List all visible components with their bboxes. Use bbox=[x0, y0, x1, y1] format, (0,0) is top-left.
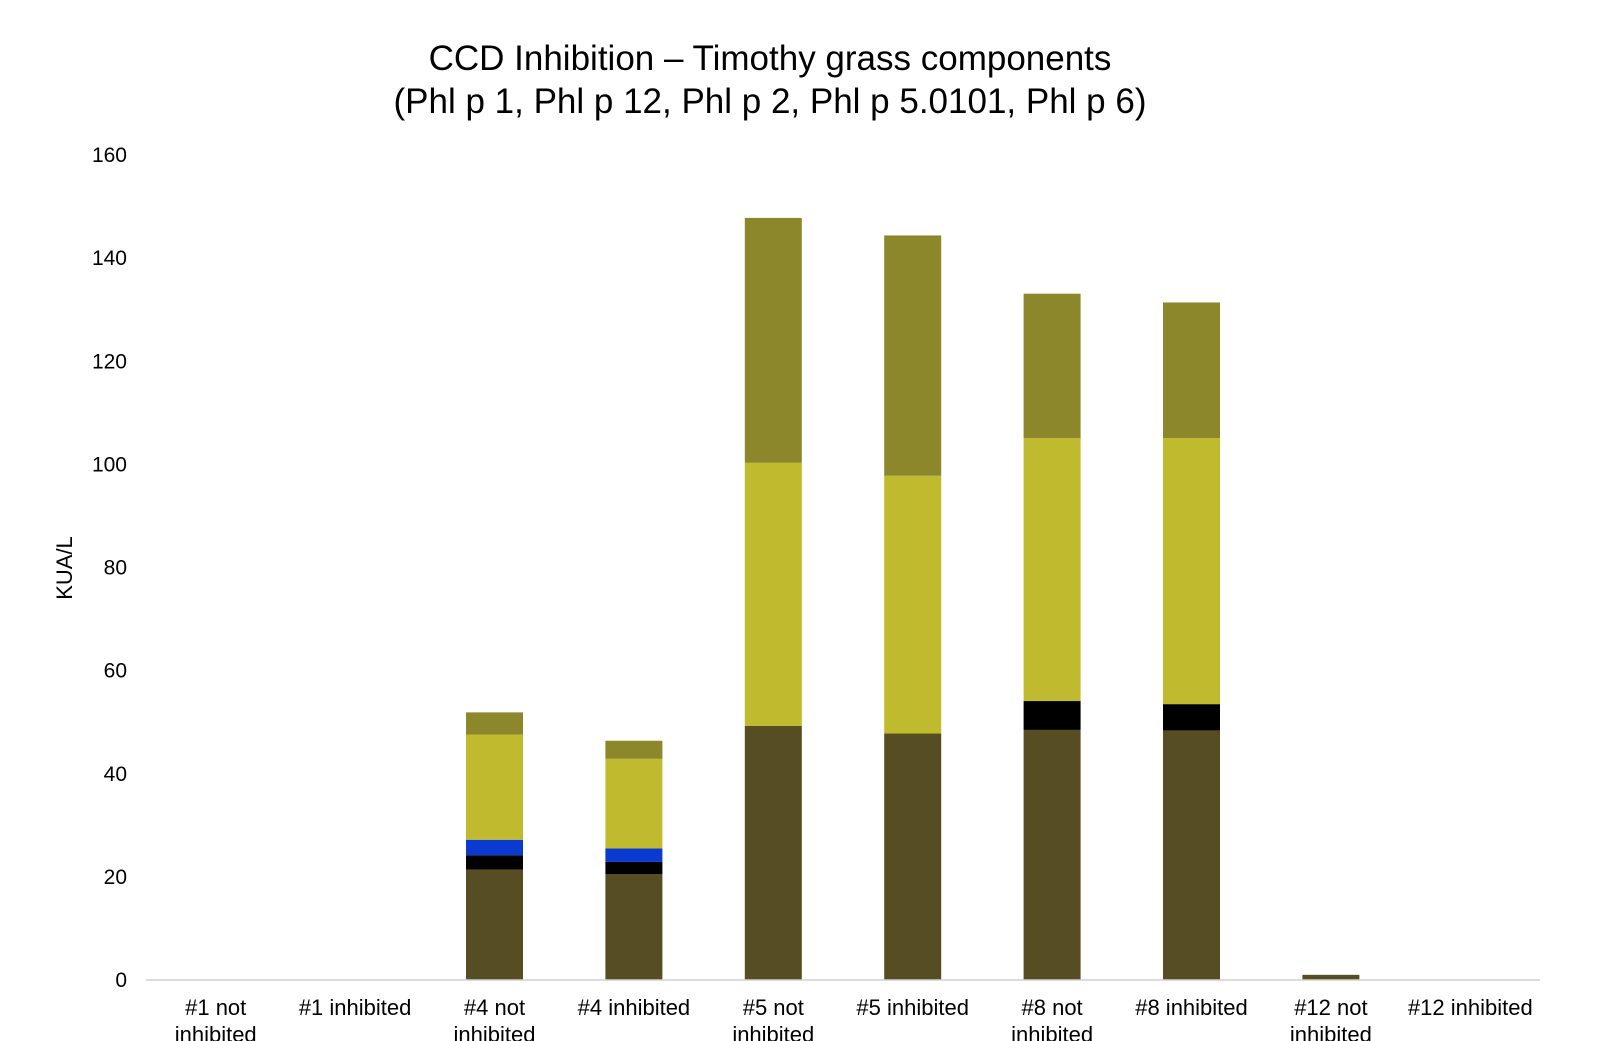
bar-segment bbox=[884, 475, 942, 734]
x-tick-label-line: #5 not bbox=[743, 995, 804, 1020]
y-tick-label: 60 bbox=[104, 660, 127, 683]
bar-segment bbox=[605, 861, 663, 875]
bar-segment bbox=[1023, 293, 1081, 439]
bar-segment bbox=[605, 874, 663, 980]
x-tick-label: #4 inhibited bbox=[578, 995, 691, 1020]
chart-title-line-2: (Phl p 1, Phl p 12, Phl p 2, Phl p 5.010… bbox=[394, 82, 1147, 121]
x-tick-label: #5 inhibited bbox=[856, 995, 969, 1020]
bar-segment bbox=[466, 855, 523, 870]
y-tick-label: 160 bbox=[92, 144, 127, 167]
x-tick-label-line: inhibited bbox=[1011, 1022, 1093, 1041]
x-tick-label-line: inhibited bbox=[1290, 1022, 1372, 1041]
bar-segment bbox=[605, 848, 663, 862]
bar-segment bbox=[1023, 438, 1081, 702]
x-tick-label-line: inhibited bbox=[732, 1022, 814, 1041]
bar-segment bbox=[744, 725, 802, 980]
x-tick-label-line: inhibited bbox=[175, 1022, 257, 1041]
y-tick-label: 80 bbox=[104, 557, 127, 580]
x-tick-label-line: #1 inhibited bbox=[299, 995, 412, 1020]
x-tick-label: #8 not inhibited bbox=[1011, 995, 1093, 1041]
x-tick-label: #8 inhibited bbox=[1135, 995, 1248, 1020]
x-tick-label-line: #5 inhibited bbox=[856, 995, 969, 1020]
x-tick-label-line: #8 inhibited bbox=[1135, 995, 1248, 1020]
bar-segment bbox=[1023, 701, 1081, 730]
y-tick-label: 140 bbox=[92, 247, 127, 270]
x-tick-label-line: #4 inhibited bbox=[578, 995, 691, 1020]
chart-title-line-1: CCD Inhibition – Timothy grass component… bbox=[429, 39, 1112, 78]
bar-segment bbox=[1023, 729, 1081, 980]
bar-segment bbox=[744, 462, 802, 726]
x-tick-label: #4 not inhibited bbox=[454, 995, 536, 1041]
bar-segment bbox=[1163, 438, 1220, 705]
x-tick-label: #1 inhibited bbox=[299, 995, 412, 1020]
bar-segment bbox=[466, 869, 523, 980]
y-tick-label: 100 bbox=[92, 453, 127, 476]
x-tick-label: #1 not inhibited bbox=[175, 995, 257, 1041]
x-tick-label-line: inhibited bbox=[454, 1022, 536, 1041]
bar-segment bbox=[884, 733, 942, 980]
plot-area bbox=[466, 217, 1360, 980]
bar-segment bbox=[884, 235, 942, 476]
y-tick-label: 20 bbox=[104, 866, 127, 889]
y-axis-ticks: 0 20 40 60 80 100 120 140 160 bbox=[92, 144, 127, 992]
x-tick-label-line: #12 inhibited bbox=[1408, 995, 1533, 1020]
bar-segment bbox=[744, 217, 802, 463]
bar-segment bbox=[1302, 974, 1360, 980]
bar-segment bbox=[466, 734, 523, 840]
x-tick-label: #12 not inhibited bbox=[1290, 995, 1372, 1041]
bar-segment bbox=[1163, 730, 1220, 980]
bar-segment bbox=[605, 740, 663, 759]
bar-segment bbox=[605, 758, 663, 849]
x-tick-label: #5 not inhibited bbox=[732, 995, 814, 1041]
x-tick-label-line: #12 not bbox=[1294, 995, 1367, 1020]
x-tick-label-line: #1 not bbox=[185, 995, 246, 1020]
y-tick-label: 0 bbox=[115, 969, 127, 992]
y-tick-label: 120 bbox=[92, 350, 127, 373]
bar-segment bbox=[1163, 704, 1220, 731]
x-axis-labels: #1 not inhibited #1 inhibited #4 not inhibit… bbox=[175, 995, 1533, 1041]
bar-segment bbox=[1163, 302, 1220, 439]
x-tick-label: #12 inhibited bbox=[1408, 995, 1533, 1020]
y-tick-label: 40 bbox=[104, 763, 127, 786]
chart-title: CCD Inhibition – Timothy grass component… bbox=[394, 39, 1147, 121]
y-axis-title: KUA/L bbox=[52, 536, 77, 600]
x-tick-label-line: #4 not bbox=[464, 995, 525, 1020]
bar-segment bbox=[466, 712, 523, 735]
x-tick-label-line: #8 not bbox=[1022, 995, 1083, 1020]
bar-segment bbox=[466, 839, 523, 856]
